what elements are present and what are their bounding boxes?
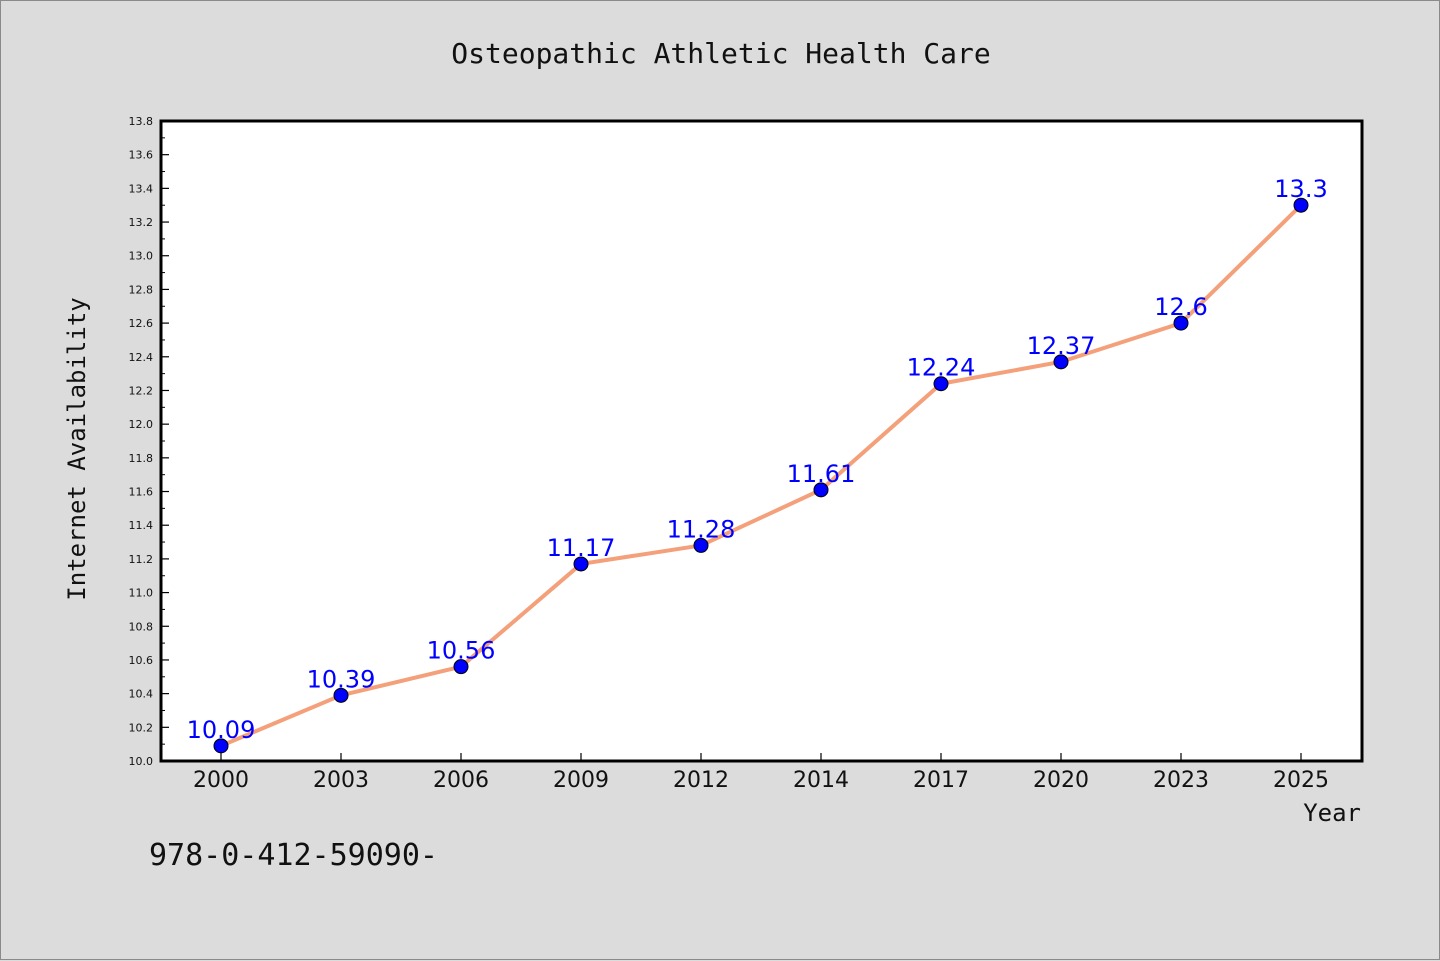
y-tick-label: 12.0 (129, 418, 154, 431)
x-tick-label: 2017 (913, 768, 969, 793)
data-point (1293, 197, 1309, 213)
data-label: 11.28 (667, 515, 736, 543)
data-point (453, 659, 469, 675)
x-tick-label: 2020 (1033, 768, 1089, 793)
data-points (213, 197, 1309, 754)
y-tick-label: 10.6 (129, 654, 154, 667)
x-axis: 2000 2003 2006 2009 2012 2014 2017 2020 2023 2025 (193, 753, 1329, 793)
y-tick-label: 10.4 (129, 688, 154, 701)
data-point (933, 376, 949, 392)
x-tick-label: 2023 (1153, 768, 1209, 793)
x-tick-label: 2014 (793, 768, 849, 793)
y-tick-label: 11.0 (129, 587, 154, 600)
data-point (573, 556, 589, 572)
chart-title: Osteopathic Athletic Health Care (451, 37, 990, 70)
data-label: 12.37 (1027, 332, 1096, 360)
data-label: 10.56 (427, 637, 496, 665)
data-point (333, 687, 349, 703)
data-label: 12.6 (1154, 293, 1207, 321)
x-axis-label: Year (1303, 799, 1361, 827)
y-tick-label: 12.2 (129, 384, 154, 397)
y-tick-label: 13.6 (129, 149, 154, 162)
y-tick-label: 11.6 (129, 486, 154, 499)
x-tick-label: 2012 (673, 768, 729, 793)
data-point (1053, 354, 1069, 370)
y-tick-label: 12.4 (129, 351, 154, 364)
x-tick-label: 2009 (553, 768, 609, 793)
data-label: 11.61 (787, 460, 856, 488)
data-label: 10.39 (307, 665, 376, 693)
y-tick-label: 13.2 (129, 216, 154, 229)
y-tick-label: 11.8 (129, 452, 154, 465)
y-axis: 10.0 10.2 10.4 10.6 10.8 11.0 11.2 11.4 11.6 11.8… (129, 115, 169, 768)
data-label: 12.24 (907, 354, 976, 382)
x-tick-label: 2003 (313, 768, 369, 793)
y-tick-label: 11.4 (129, 519, 154, 532)
y-tick-label: 10.0 (129, 755, 154, 768)
y-axis-label: Internet Availability (63, 297, 91, 600)
y-tick-label: 10.8 (129, 620, 154, 633)
series-line (220, 203, 1303, 748)
y-tick-label: 13.0 (129, 250, 154, 263)
data-point (213, 738, 229, 754)
footer-code: 978-0-412-59090- (149, 838, 438, 873)
y-tick-label: 12.6 (129, 317, 154, 330)
data-labels: 10.09 10.39 10.56 11.17 11.28 11.61 12.24 12.37… (187, 175, 1328, 744)
y-tick-label: 11.2 (129, 553, 154, 566)
y-tick-label: 12.8 (129, 283, 154, 296)
data-point (693, 537, 709, 553)
plot-area (159, 119, 1364, 763)
data-point (1173, 315, 1189, 331)
data-point (813, 482, 829, 498)
y-tick-label: 10.2 (129, 721, 154, 734)
y-tick-label: 13.4 (129, 182, 154, 195)
x-tick-label: 2000 (193, 768, 249, 793)
data-label: 10.09 (187, 716, 256, 744)
x-tick-label: 2006 (433, 768, 489, 793)
data-label: 13.3 (1274, 175, 1327, 203)
x-tick-label: 2025 (1273, 768, 1329, 793)
data-label: 11.17 (547, 534, 616, 562)
y-tick-label: 13.8 (129, 115, 154, 128)
